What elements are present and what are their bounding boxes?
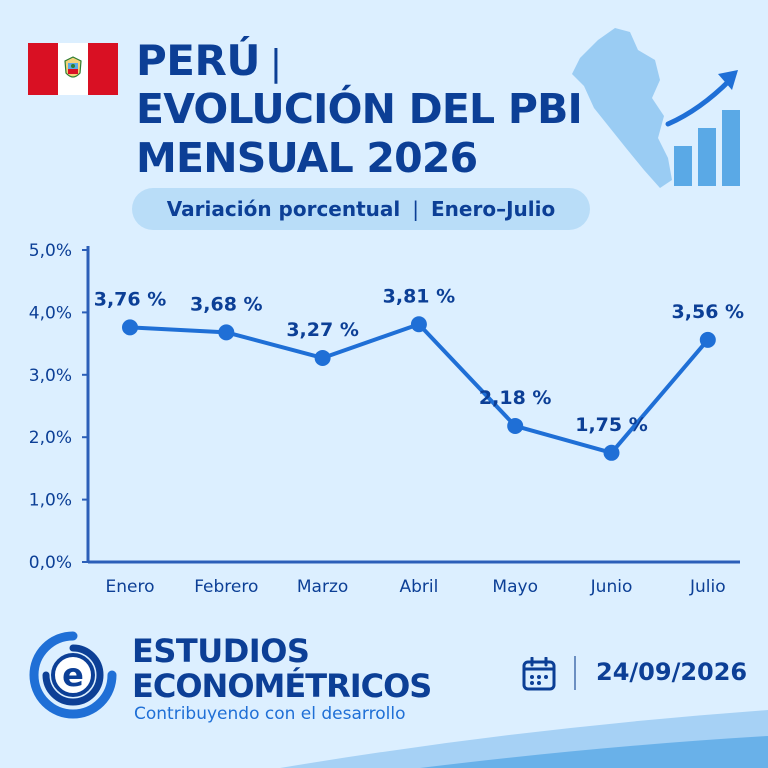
data-point bbox=[507, 417, 524, 434]
data-label: 1,75 % bbox=[575, 414, 648, 436]
data-label: 3,56 % bbox=[672, 301, 745, 323]
x-tick-label: Junio bbox=[590, 577, 633, 597]
brand-tagline: Contribuyendo con el desarrollo bbox=[134, 704, 406, 724]
y-tick-label: 0,0% bbox=[29, 553, 72, 573]
data-point bbox=[218, 324, 235, 341]
brand-name-line-2: ECONOMÉTRICOS bbox=[132, 667, 432, 705]
subtitle-separator: | bbox=[412, 197, 420, 221]
decorative-wave bbox=[280, 710, 768, 768]
subtitle-right: Enero–Julio bbox=[431, 197, 556, 221]
growth-bars-arrow-icon bbox=[665, 70, 740, 186]
peru-map-icon bbox=[572, 28, 672, 188]
x-tick-label: Febrero bbox=[194, 577, 258, 597]
title-line-2: EVOLUCIÓN DEL PBI bbox=[136, 85, 583, 133]
y-tick-label: 2,0% bbox=[29, 428, 72, 448]
estudios-econometricos-logo: e bbox=[29, 631, 117, 719]
x-tick-label: Mayo bbox=[492, 577, 538, 597]
subtitle-left: Variación porcentual bbox=[166, 197, 401, 221]
data-point bbox=[603, 444, 620, 461]
data-point bbox=[314, 349, 331, 366]
data-point bbox=[699, 331, 716, 348]
y-tick-label: 4,0% bbox=[29, 303, 72, 323]
data-label: 3,27 % bbox=[286, 319, 359, 341]
data-point bbox=[410, 316, 427, 333]
hero-illustration bbox=[572, 28, 740, 188]
x-tick-label: Julio bbox=[689, 577, 726, 597]
gdp-line-chart: 0,0% 1,0% 2,0% 3,0% 4,0% 5,0% Enero Febrero Mar… bbox=[29, 241, 745, 597]
peru-flag-icon bbox=[28, 43, 118, 95]
data-point bbox=[122, 319, 138, 336]
data-label: 3,68 % bbox=[190, 293, 263, 315]
y-tick-label: 3,0% bbox=[29, 366, 72, 386]
x-tick-label: Enero bbox=[106, 577, 155, 597]
data-label: 2,18 % bbox=[479, 387, 552, 409]
title-country: PERÚ bbox=[136, 36, 260, 85]
title-separator: | bbox=[269, 43, 282, 84]
y-tick-label: 1,0% bbox=[29, 491, 72, 511]
x-tick-label: Marzo bbox=[297, 577, 348, 597]
calendar-icon bbox=[522, 657, 556, 691]
brand-name-line-1: ESTUDIOS bbox=[132, 632, 310, 670]
page-title: PERÚ | bbox=[136, 36, 282, 85]
subtitle-pill: Variación porcentual | Enero–Julio bbox=[132, 188, 590, 230]
coat-of-arms-icon bbox=[64, 56, 82, 78]
date-text: 24/09/2026 bbox=[596, 658, 748, 686]
logo-letter: e bbox=[62, 656, 84, 694]
date-separator bbox=[574, 656, 576, 690]
y-tick-label: 5,0% bbox=[29, 241, 72, 261]
data-label: 3,81 % bbox=[383, 285, 456, 307]
x-tick-label: Abril bbox=[399, 577, 438, 597]
title-line-3: MENSUAL 2026 bbox=[136, 134, 478, 182]
data-label: 3,76 % bbox=[94, 288, 167, 310]
